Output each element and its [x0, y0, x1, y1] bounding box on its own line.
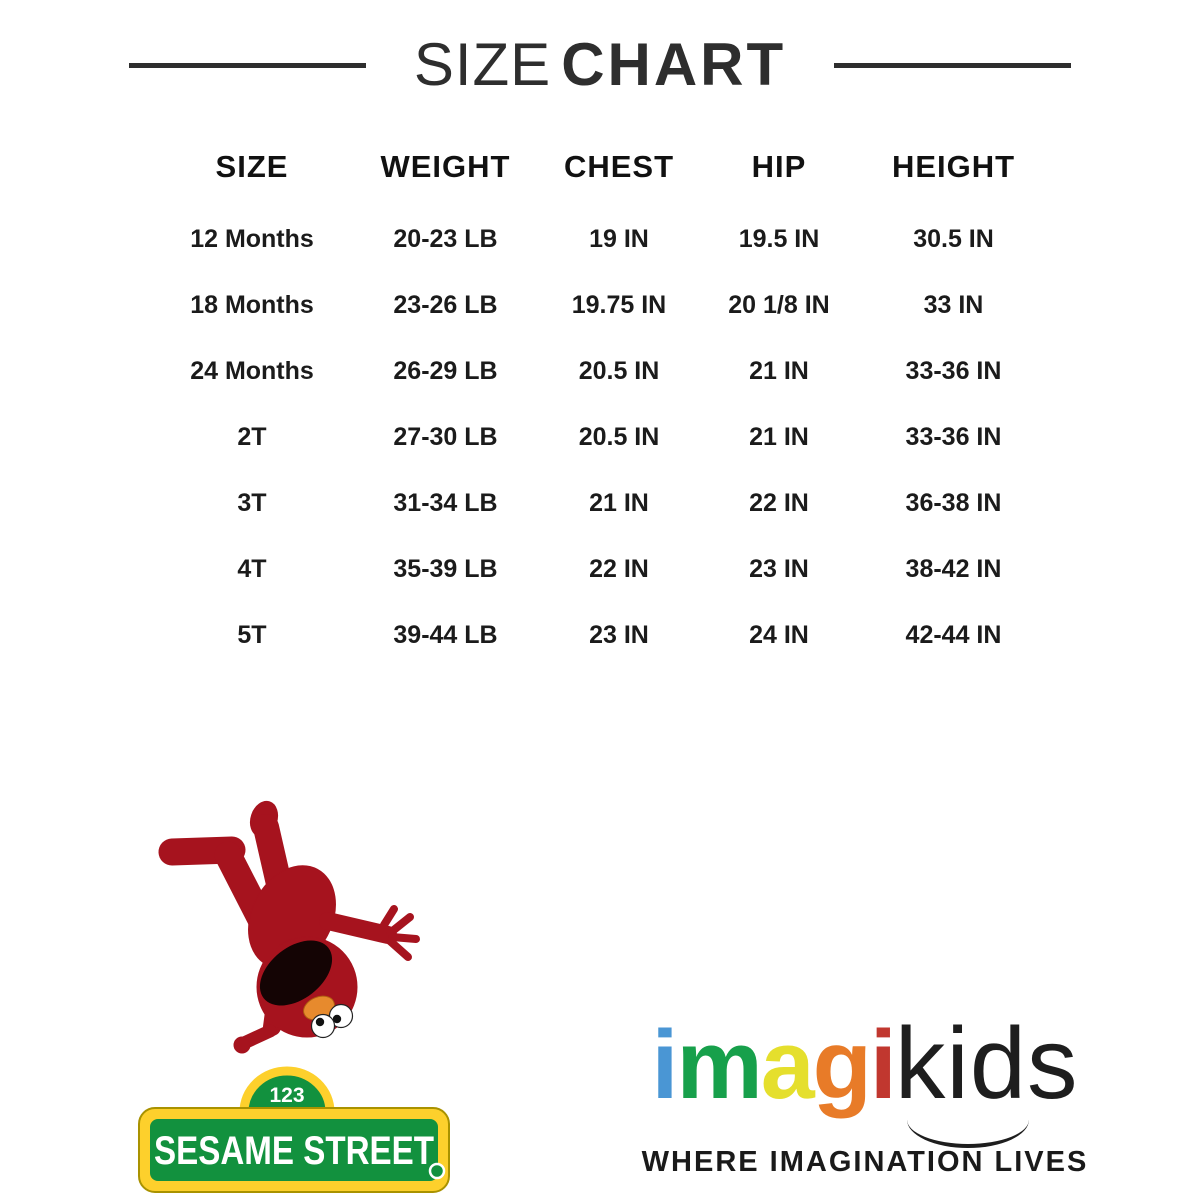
- cell-height: 33 IN: [923, 290, 984, 319]
- sesame-arch: [239, 1066, 335, 1117]
- elmo-handstand-illustration: [158, 800, 420, 1054]
- cell-hip: 23 IN: [749, 554, 809, 583]
- kids-text: kids: [894, 1008, 1079, 1120]
- cell-hip: 19.5 IN: [738, 224, 820, 253]
- letter-i-blue: i: [651, 1010, 679, 1119]
- cell-hip: 20 1/8 IN: [728, 290, 830, 319]
- title-rule-left: [128, 62, 366, 68]
- sesame-sign: [150, 1119, 438, 1181]
- cell-weight: 31-34 LB: [393, 488, 498, 517]
- smile-curve-icon: [907, 1114, 1029, 1148]
- cell-hip: 21 IN: [749, 422, 809, 451]
- cell-height: 33-36 IN: [905, 422, 1002, 451]
- cell-hip: 22 IN: [749, 488, 809, 517]
- cell-weight: 20-23 LB: [393, 224, 498, 253]
- col-header-chest: CHEST: [563, 149, 675, 184]
- sesame-street-logo: 123 SESAME STREET: [138, 1066, 450, 1193]
- cell-chest: 20.5 IN: [578, 422, 660, 451]
- cell-size: 5T: [237, 620, 267, 649]
- sesame-arch-label: 123: [269, 1084, 304, 1107]
- cell-chest: 19 IN: [589, 224, 649, 253]
- cell-chest: 21 IN: [589, 488, 649, 517]
- title-text: SIZE CHART: [414, 30, 786, 100]
- elmo-right-arm: [319, 912, 397, 944]
- cell-weight: 23-26 LB: [393, 290, 498, 319]
- cell-size: 2T: [237, 422, 267, 451]
- cell-size: 12 Months: [190, 224, 314, 253]
- cell-size: 24 Months: [190, 356, 314, 385]
- imagikids-tagline: WHERE IMAGINATION LIVES: [641, 1146, 1089, 1178]
- col-header-height: HEIGHT: [891, 149, 1016, 184]
- cell-size: 3T: [237, 488, 267, 517]
- sesame-sign-label: SESAME STREET: [154, 1129, 434, 1173]
- title-word-chart: CHART: [561, 31, 787, 98]
- letter-g-orange: g: [812, 1010, 872, 1119]
- sesame-period-dot: [428, 1162, 446, 1180]
- cell-height: 33-36 IN: [905, 356, 1002, 385]
- cell-chest: 20.5 IN: [578, 356, 660, 385]
- cell-weight: 35-39 LB: [393, 554, 498, 583]
- col-header-weight: WEIGHT: [380, 149, 511, 184]
- page-title: SIZE CHART: [0, 30, 1200, 100]
- col-header-size: SIZE: [215, 149, 289, 184]
- imagikids-wordmark: imagikids: [620, 1014, 1110, 1115]
- elmo-eye: [310, 1013, 336, 1039]
- title-word-size: SIZE: [413, 31, 552, 98]
- size-table: SIZE WEIGHT CHEST HIP HEIGHT 12 Months 2…: [150, 128, 1050, 668]
- cell-height: 42-44 IN: [905, 620, 1002, 649]
- cell-hip: 21 IN: [749, 356, 809, 385]
- elmo-mouth: [259, 940, 333, 1006]
- title-rule-right: [834, 62, 1072, 68]
- cell-hip: 24 IN: [749, 620, 809, 649]
- cell-height: 30.5 IN: [913, 224, 994, 253]
- cell-chest: 22 IN: [589, 554, 649, 583]
- cell-weight: 27-30 LB: [393, 422, 498, 451]
- cell-height: 38-42 IN: [905, 554, 1002, 583]
- cell-chest: 23 IN: [589, 620, 649, 649]
- cell-size: 18 Months: [190, 290, 314, 319]
- imagikids-logo: imagikids WHERE IMAGINATION LIVES: [620, 1014, 1110, 1179]
- col-header-hip: HIP: [751, 149, 807, 184]
- letter-m-green: m: [676, 1010, 762, 1119]
- cell-weight: 39-44 LB: [393, 620, 498, 649]
- cell-weight: 26-29 LB: [393, 356, 498, 385]
- cell-chest: 19.75 IN: [571, 290, 667, 319]
- cell-height: 36-38 IN: [905, 488, 1002, 517]
- letter-a-yellow: a: [760, 1010, 815, 1119]
- cell-size: 4T: [237, 554, 267, 583]
- letter-i-red: i: [869, 1010, 897, 1119]
